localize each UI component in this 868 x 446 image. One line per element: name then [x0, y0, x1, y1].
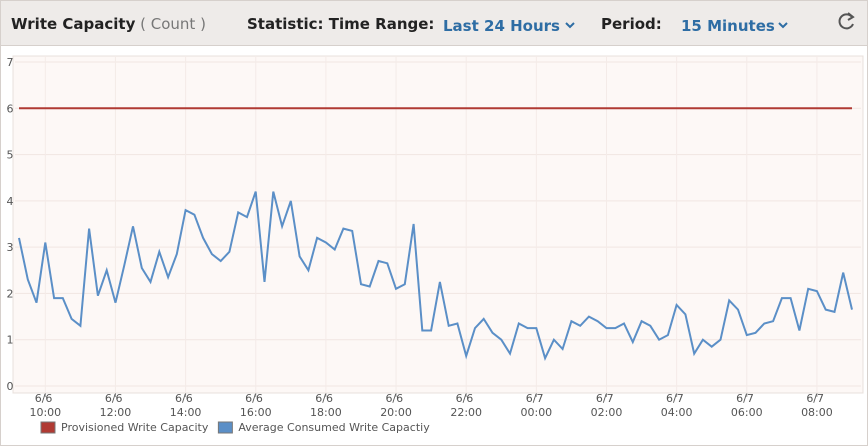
- x-tick-time: 14:00: [170, 406, 202, 419]
- x-tick-time: 20:00: [380, 406, 412, 419]
- x-tick-label: 6/7 08:00: [801, 392, 833, 419]
- x-tick-time: 00:00: [520, 406, 552, 419]
- y-tick-label: 2: [7, 287, 14, 300]
- chevron: [565, 22, 575, 29]
- x-tick-time: 10:00: [29, 406, 61, 419]
- y-tick-label: 5: [7, 149, 14, 162]
- statistic-label: Statistic: Time Range:: [247, 15, 435, 33]
- x-tick-label: 6/6 18:00: [310, 392, 342, 419]
- plot-area: [12, 55, 864, 394]
- x-tick-date: 6/6: [385, 392, 406, 405]
- y-tick-label: 4: [7, 195, 14, 208]
- unit: ( Count ): [140, 15, 206, 33]
- x-tick-time: 04:00: [661, 406, 693, 419]
- header: Write Capacity ( Count ) Statistic: Time…: [1, 1, 867, 46]
- series-line: [18, 191, 853, 361]
- y-tick-label: 3: [7, 241, 14, 254]
- y-tick-label: 6: [7, 102, 14, 115]
- x-tick-label: 6/7 04:00: [661, 392, 693, 419]
- y-tick-label: 0: [7, 380, 14, 393]
- x-tick-date: 6/6: [35, 392, 56, 405]
- x-tick-time: 16:00: [240, 406, 272, 419]
- title-text: Write Capacity: [11, 15, 136, 33]
- x-tick-label: 6/6 20:00: [380, 392, 412, 419]
- x-tick-date: 6/7: [596, 392, 617, 405]
- x-tick-date: 6/6: [105, 392, 126, 405]
- y-tick-label: 7: [7, 56, 14, 69]
- x-tick-time: 22:00: [450, 406, 482, 419]
- x-tick-time: 02:00: [591, 406, 623, 419]
- title: Write Capacity ( Count ): [11, 15, 206, 33]
- x-tick-label: 6/6 16:00: [240, 392, 272, 419]
- x-tick-label: 6/6 10:00: [29, 392, 61, 419]
- x-tick-date: 6/7: [666, 392, 687, 405]
- x-tick-label: 6/7 02:00: [591, 392, 623, 419]
- x-tick-date: 6/7: [736, 392, 757, 405]
- x-tick-label: 6/6 22:00: [450, 392, 482, 419]
- x-tick-date: 6/7: [806, 392, 827, 405]
- time-range-dropdown[interactable]: Last 24 Hours: [443, 17, 560, 35]
- refresh-button[interactable]: [837, 11, 857, 31]
- period-label: Period:: [601, 15, 662, 33]
- x-tick-label: 6/6 14:00: [170, 392, 202, 419]
- x-tick-label: 6/7 00:00: [520, 392, 552, 419]
- x-tick-time: 06:00: [731, 406, 763, 419]
- x-tick-label: 6/6 12:00: [100, 392, 132, 419]
- x-tick-date: 6/6: [245, 392, 266, 405]
- x-tick-time: 08:00: [801, 406, 833, 419]
- x-tick-time: 18:00: [310, 406, 342, 419]
- x-tick-time: 12:00: [100, 406, 132, 419]
- x-tick-date: 6/6: [456, 392, 477, 405]
- legend-swatch: [217, 421, 233, 434]
- x-tick-date: 6/6: [315, 392, 336, 405]
- legend-swatch: [40, 421, 56, 434]
- legend-label: Provisioned Write Capacity: [61, 421, 209, 434]
- period-dropdown[interactable]: 15 Minutes: [681, 17, 775, 35]
- x-tick-label: 6/7 06:00: [731, 392, 763, 419]
- chevron: [778, 22, 788, 29]
- x-tick-date: 6/7: [526, 392, 547, 405]
- legend-label: Average Consumed Write Capactiy: [238, 421, 430, 434]
- x-tick-date: 6/6: [175, 392, 196, 405]
- y-tick-label: 1: [7, 334, 14, 347]
